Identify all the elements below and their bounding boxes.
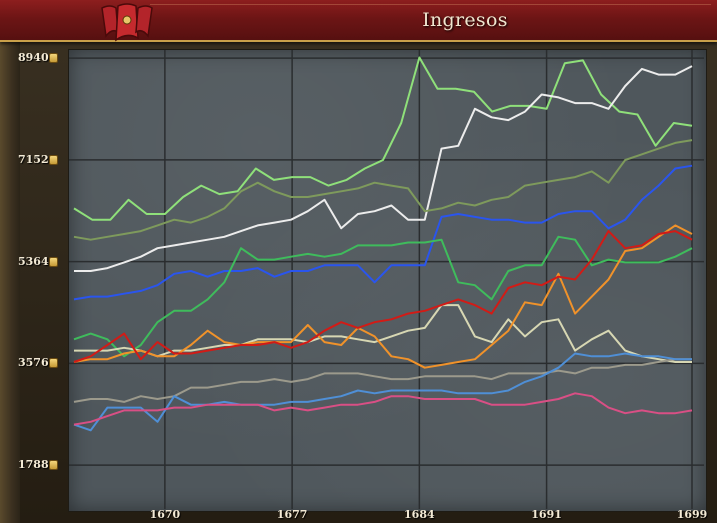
x-tick-label: 1677 xyxy=(276,508,308,521)
ducat-icon xyxy=(50,54,57,63)
ducat-icon xyxy=(50,155,57,164)
y-tick-label: 7152 xyxy=(18,152,49,166)
y-tick-label: 8940 xyxy=(18,51,49,65)
plot-area xyxy=(68,49,707,512)
y-tick-label: 3576 xyxy=(18,356,49,370)
y-tick-label: 1788 xyxy=(18,458,49,472)
x-tick-label: 1691 xyxy=(531,508,562,521)
page-title: Ingresos xyxy=(422,9,508,31)
ducat-icon xyxy=(50,461,57,470)
series-line-5 xyxy=(74,304,692,363)
series-line-10 xyxy=(73,392,693,426)
ducat-icon xyxy=(50,359,57,368)
series-line-8 xyxy=(73,358,692,403)
title-bar: Ingresos xyxy=(0,0,717,42)
series-line-3 xyxy=(73,164,693,301)
x-tick-label: 1684 xyxy=(404,508,435,521)
series-line-2 xyxy=(73,139,693,241)
left-border xyxy=(0,0,20,523)
banner-emblem-icon xyxy=(101,3,153,42)
x-tick-label: 1699 xyxy=(676,508,708,521)
ducat-icon xyxy=(50,257,57,266)
series-line-0 xyxy=(73,56,693,221)
x-tick-label: 1670 xyxy=(149,508,181,521)
y-tick-label: 5364 xyxy=(18,254,49,268)
series-line-4 xyxy=(73,235,693,358)
series-line-7 xyxy=(73,230,693,363)
series-line-1 xyxy=(74,65,693,272)
series-line-9 xyxy=(73,352,692,432)
title-bar-trim xyxy=(150,4,711,5)
